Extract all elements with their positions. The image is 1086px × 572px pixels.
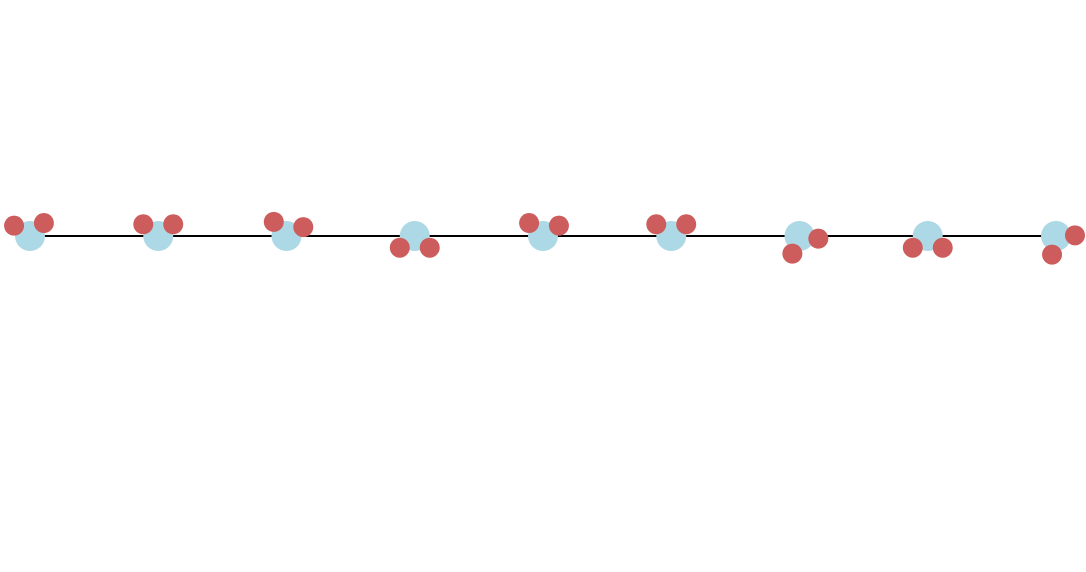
molecules-layer — [4, 211, 1085, 265]
molecule — [519, 213, 569, 251]
molecule — [646, 214, 697, 251]
side-atom — [932, 237, 953, 258]
side-atom — [646, 214, 667, 235]
side-atom — [293, 217, 314, 238]
central-atom — [1041, 221, 1071, 251]
side-atom — [782, 243, 803, 264]
side-atom — [389, 237, 410, 258]
molecule — [133, 214, 184, 251]
molecule — [1041, 221, 1085, 265]
side-atom — [33, 213, 54, 234]
side-atom — [548, 215, 569, 236]
side-atom — [1064, 225, 1085, 246]
side-atom — [133, 214, 154, 235]
side-atom — [4, 215, 25, 236]
molecule — [782, 221, 829, 264]
side-atom — [263, 211, 284, 232]
side-atom — [163, 214, 184, 235]
molecule — [4, 213, 54, 251]
molecule — [902, 221, 953, 258]
side-atom — [676, 214, 697, 235]
central-atom — [784, 221, 815, 251]
side-atom — [519, 213, 540, 234]
molecule — [389, 221, 440, 258]
side-atom — [902, 237, 923, 258]
side-atom — [419, 237, 440, 258]
side-atom — [1042, 244, 1063, 265]
side-atom — [808, 228, 829, 249]
molecule — [263, 211, 314, 251]
